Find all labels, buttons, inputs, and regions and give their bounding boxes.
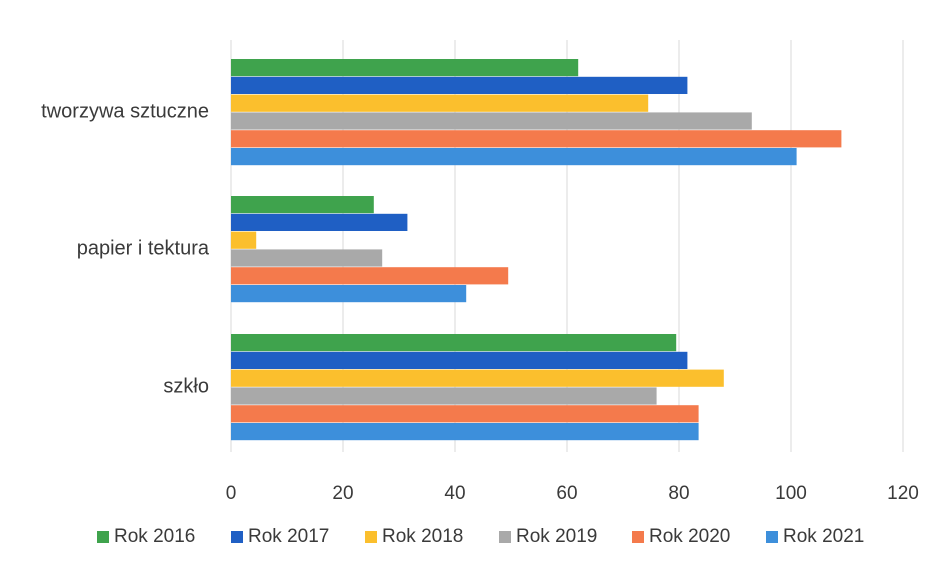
legend: Rok 2016 Rok 2017 Rok 2018 Rok 2019 Rok 2020… [97, 526, 864, 547]
x-axis-tick-labels: 0 20 40 60 80 100 120 [226, 483, 919, 504]
bar [231, 423, 699, 441]
x-tick-label: 0 [226, 483, 237, 504]
bar [231, 196, 374, 214]
legend-label: Rok 2019 [516, 526, 597, 547]
bar [231, 387, 657, 405]
bar [231, 112, 752, 130]
bar [231, 231, 257, 249]
x-tick-label: 100 [775, 483, 807, 504]
bar [231, 213, 408, 231]
bar [231, 59, 579, 77]
category-labels: tworzywa sztuczne papier i tektura szkło [41, 101, 210, 398]
legend-swatch [365, 531, 377, 543]
bars [231, 59, 842, 441]
bar [231, 94, 649, 112]
bar [231, 267, 509, 285]
bar [231, 285, 467, 303]
legend-swatch [231, 531, 243, 543]
bar [231, 351, 688, 369]
legend-label: Rok 2016 [114, 526, 195, 547]
bar [231, 130, 842, 148]
legend-label: Rok 2021 [783, 526, 864, 547]
x-tick-label: 120 [887, 483, 919, 504]
legend-swatch [766, 531, 778, 543]
legend-swatch [97, 531, 109, 543]
bar [231, 76, 688, 94]
category-label: szkło [163, 376, 209, 398]
x-tick-label: 40 [444, 483, 465, 504]
bar [231, 405, 699, 423]
x-tick-label: 20 [332, 483, 353, 504]
category-label: papier i tektura [77, 238, 210, 260]
legend-swatch [499, 531, 511, 543]
legend-swatch [632, 531, 644, 543]
legend-label: Rok 2018 [382, 526, 463, 547]
legend-label: Rok 2020 [649, 526, 730, 547]
bar [231, 249, 383, 267]
x-tick-label: 80 [668, 483, 689, 504]
bar [231, 334, 677, 352]
x-tick-label: 60 [556, 483, 577, 504]
legend-label: Rok 2017 [248, 526, 329, 547]
bar [231, 148, 797, 166]
category-label: tworzywa sztuczne [41, 101, 209, 123]
bar [231, 369, 724, 387]
